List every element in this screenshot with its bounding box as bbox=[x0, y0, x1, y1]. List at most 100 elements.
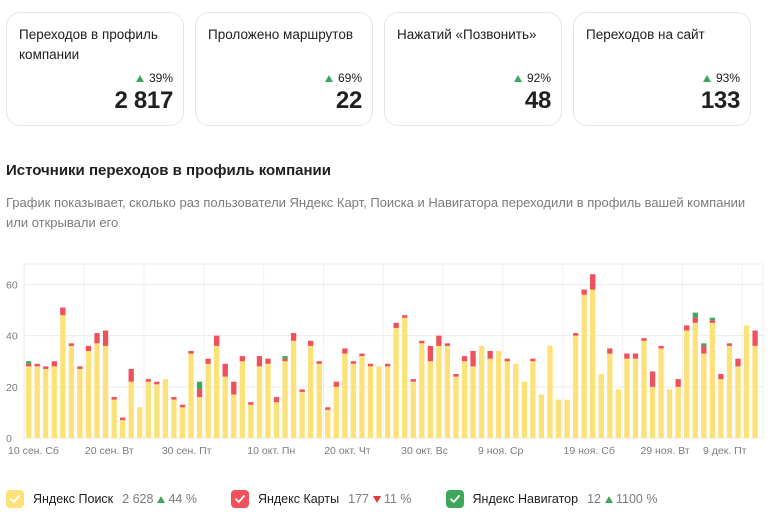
bar-search bbox=[94, 343, 100, 438]
bar-search bbox=[85, 351, 92, 438]
bar-search bbox=[402, 317, 408, 438]
card-title: Переходов в профиль компании bbox=[19, 27, 158, 62]
bar-maps bbox=[102, 330, 109, 346]
bar-search bbox=[342, 353, 348, 438]
bar-maps bbox=[290, 333, 297, 341]
bar-maps bbox=[77, 366, 83, 369]
checkbox-navigator[interactable] bbox=[445, 490, 464, 508]
bar-search bbox=[538, 394, 545, 438]
bar-search bbox=[701, 353, 707, 438]
bar-maps bbox=[359, 353, 365, 357]
trend-up-icon bbox=[324, 74, 333, 82]
bar-search bbox=[427, 361, 433, 438]
legend-count: 177 bbox=[348, 492, 369, 506]
bar-maps bbox=[299, 389, 305, 392]
bar-search bbox=[384, 366, 391, 438]
bar-search bbox=[34, 366, 40, 438]
legend-delta-value: 11 % bbox=[383, 492, 412, 506]
bar-search bbox=[393, 327, 399, 438]
bar-search bbox=[367, 366, 374, 438]
x-tick-label: 9 ноя. Ср bbox=[478, 445, 523, 457]
y-tick-label: 40 bbox=[6, 331, 18, 343]
bar-search bbox=[290, 340, 297, 438]
bar-search bbox=[675, 386, 681, 438]
bar-maps bbox=[154, 381, 160, 385]
bar-maps bbox=[649, 371, 656, 387]
trend-up-icon bbox=[702, 74, 711, 82]
bar-search bbox=[598, 374, 604, 438]
bar-maps bbox=[256, 356, 263, 367]
bar-maps bbox=[282, 358, 288, 362]
bar-maps bbox=[752, 330, 758, 346]
card-profile-visits[interactable]: Переходов в профиль компании 39% 2 817 bbox=[6, 12, 184, 126]
legend-item-navigator[interactable]: Яндекс Навигатор 12 1100 % bbox=[445, 490, 658, 508]
bar-maps bbox=[402, 315, 408, 318]
legend-item-search[interactable]: Яндекс Поиск 2 628 44 % bbox=[6, 490, 197, 508]
bar-navigator bbox=[692, 312, 698, 318]
bar-maps bbox=[308, 340, 314, 346]
bar-search bbox=[752, 345, 758, 438]
legend-delta-value: 44 % bbox=[168, 492, 197, 506]
bar-navigator bbox=[709, 317, 716, 321]
bar-search bbox=[590, 289, 596, 438]
bar-search bbox=[102, 345, 109, 438]
bar-maps bbox=[384, 363, 391, 367]
bar-search bbox=[308, 345, 314, 438]
bar-search bbox=[128, 381, 134, 438]
bar-search bbox=[120, 420, 126, 438]
bar-search bbox=[453, 376, 459, 438]
card-delta: 39% bbox=[135, 71, 173, 85]
bar-search bbox=[171, 399, 177, 438]
chart-legend: Яндекс Поиск 2 628 44 % Яндекс Карты 177… bbox=[6, 488, 691, 510]
bar-search bbox=[615, 389, 622, 438]
bar-search bbox=[43, 368, 49, 438]
bar-maps bbox=[461, 356, 468, 362]
card-value: 48 bbox=[524, 87, 551, 114]
bar-maps bbox=[188, 351, 194, 354]
y-tick-label: 60 bbox=[6, 279, 18, 291]
x-tick-label: 19 ноя. Сб bbox=[564, 445, 615, 457]
bar-maps bbox=[641, 338, 647, 341]
check-icon bbox=[10, 495, 20, 503]
bar-maps bbox=[504, 358, 510, 362]
checkbox-maps[interactable] bbox=[230, 490, 249, 508]
card-calls[interactable]: Нажатий «Позвонить» 92% 48 bbox=[384, 12, 562, 126]
card-website[interactable]: Переходов на сайт 93% 133 bbox=[573, 12, 751, 126]
legend-label: Яндекс Навигатор bbox=[472, 492, 579, 506]
bar-navigator bbox=[701, 343, 707, 346]
legend-item-maps[interactable]: Яндекс Карты 177 11 % bbox=[230, 490, 412, 508]
card-routes[interactable]: Проложено маршрутов 69% 22 bbox=[195, 12, 373, 126]
card-title: Переходов на сайт bbox=[586, 27, 705, 42]
legend-delta: 1100 % bbox=[604, 492, 658, 506]
bar-search bbox=[547, 345, 553, 438]
bar-maps bbox=[658, 345, 664, 349]
y-tick-label: 20 bbox=[6, 382, 18, 394]
bar-search bbox=[68, 345, 75, 438]
x-tick-label: 30 окт. Вс bbox=[401, 445, 448, 457]
x-tick-label: 10 окт. Пн bbox=[247, 445, 295, 457]
x-tick-label: 29 ноя. Вт bbox=[640, 445, 689, 457]
bar-maps bbox=[581, 289, 587, 295]
bar-maps bbox=[718, 374, 724, 380]
bar-search bbox=[265, 363, 271, 438]
bar-search bbox=[735, 366, 741, 438]
bar-search bbox=[487, 358, 493, 438]
bar-maps bbox=[60, 307, 66, 316]
legend-delta-value: 1100 % bbox=[615, 492, 658, 506]
card-title: Нажатий «Позвонить» bbox=[397, 27, 537, 42]
bar-maps bbox=[572, 333, 579, 336]
bar-search bbox=[273, 402, 280, 438]
trend-up-icon bbox=[513, 74, 522, 82]
bar-search bbox=[60, 315, 66, 438]
bar-search bbox=[743, 325, 750, 438]
check-icon bbox=[235, 495, 245, 503]
trend-up-icon bbox=[157, 495, 166, 503]
bar-maps bbox=[350, 361, 357, 364]
bar-search bbox=[478, 345, 485, 438]
bar-search bbox=[282, 361, 288, 438]
bar-maps bbox=[607, 348, 613, 354]
bar-maps bbox=[325, 407, 331, 410]
checkbox-search[interactable] bbox=[6, 490, 24, 508]
bar-search bbox=[239, 361, 245, 438]
card-title: Проложено маршрутов bbox=[208, 27, 354, 42]
